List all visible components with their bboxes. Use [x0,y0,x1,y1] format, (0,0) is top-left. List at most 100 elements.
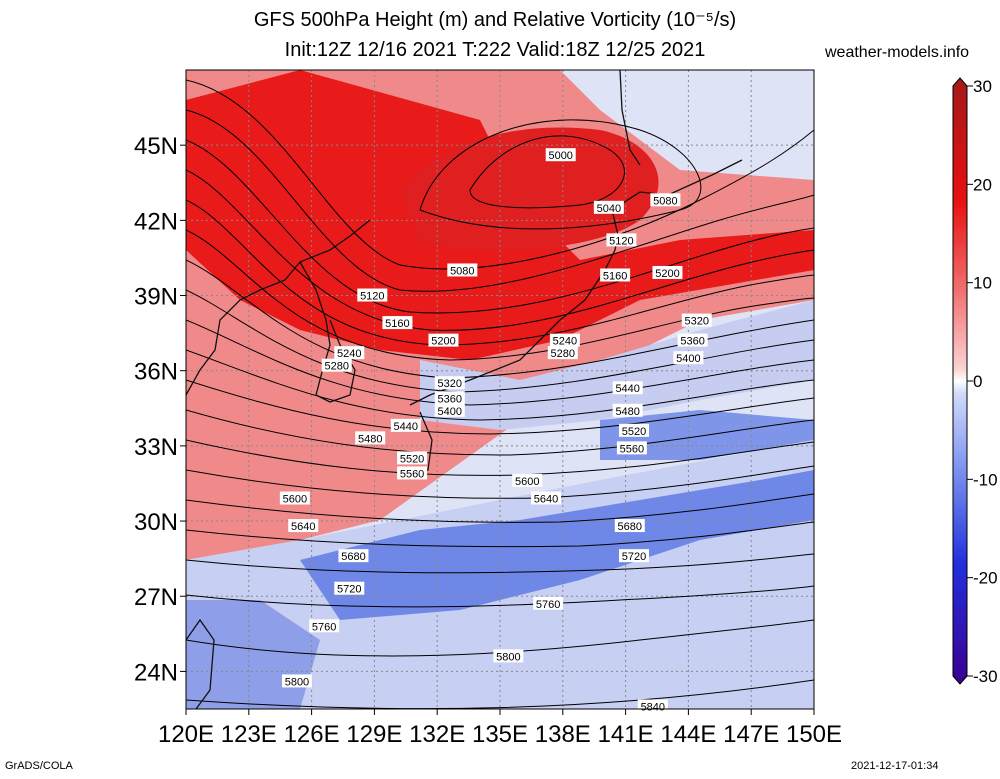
contour-label: 5080 [653,195,677,207]
contour-label: 5720 [622,551,646,563]
contour-label: 5800 [285,676,309,688]
contour-label: 5280 [551,348,575,360]
timestamp: 2021-12-17-01:34 [851,760,939,772]
colorbar-label: 0 [973,372,982,391]
lon-tick-label: 129E [346,721,402,748]
contour-label: 5280 [324,361,348,373]
contour-label: 5040 [597,203,621,215]
contour-5440 [186,349,814,421]
contour-label: 5120 [609,235,633,247]
software-credit: GrADS/COLA [5,760,73,772]
contour-label: 5680 [341,551,365,563]
contour-label-bg [279,491,310,505]
contour-label: 5000 [548,150,572,162]
contour-5080 [186,79,814,270]
colorbar-label: 30 [973,77,992,96]
colorbar-label: -20 [973,569,998,588]
contour-label: 5320 [438,378,462,390]
colorbar-label: 10 [973,274,992,293]
contour-label: 5560 [620,443,644,455]
contour-label: 5480 [358,433,382,445]
contour-label: 5800 [496,651,520,663]
source-credit: weather-models.info [825,44,970,61]
contour-label-bg [600,268,631,282]
contour-label: 5160 [385,318,409,330]
contour-label-bg [650,193,681,207]
contour-label-bg [447,263,478,277]
contour-label: 5600 [283,494,307,506]
contour-label-bg [512,473,543,487]
contour-label-bg [281,674,312,688]
contour-label: 5320 [685,316,709,328]
colorbar-label: 20 [973,175,992,194]
contour-label-bg [618,423,649,437]
contour-label: 5760 [536,599,560,611]
contour-label: 5520 [622,426,646,438]
japan-hokkaido-coast [611,159,743,211]
contour-label: 5760 [312,621,336,633]
contour-label: 5240 [553,336,577,348]
contour-label: 5600 [515,476,539,488]
lat-tick-label: 27N [134,584,178,611]
contour-label-bg [545,148,576,162]
contour-label-bg [434,391,465,405]
contour-label-bg [681,313,712,327]
contour-label-bg [673,351,704,365]
colorbar-label: -10 [973,470,998,489]
contour-label-bg [531,491,562,505]
strong-negative-band [300,470,814,620]
contour-label-bg [493,649,524,663]
contour-label: 5680 [618,521,642,533]
contour-label-bg [334,581,365,595]
contour-label: 5400 [438,406,462,418]
colorbar-label: -30 [973,667,998,686]
contour-label-bg [309,619,340,633]
contour-label-bg [397,451,428,465]
lon-tick-label: 126E [284,721,340,748]
contour-label-bg [618,549,649,563]
sakhalin-coast [619,70,641,166]
chart-subtitle: Init:12Z 12/16 2021 T:222 Valid:18Z 12/2… [284,39,706,61]
contour-label: 5200 [431,336,455,348]
contour-label: 5080 [450,265,474,277]
axis-ticks: 120E 123E 126E 129E 132E 135E 138E 141E 144E 147E… [134,133,842,748]
contour-5400 [186,319,814,406]
contour-5680 [186,521,814,548]
lat-tick-label: 33N [134,434,178,461]
contour-label: 5160 [603,270,627,282]
contour-label: 5360 [680,336,704,348]
contour-label-bg [614,519,645,533]
contour-5120 [186,109,814,292]
contour-label-bg [355,431,386,445]
lon-tick-label: 132E [409,721,465,748]
contour-label: 5480 [615,406,639,418]
contour-label-bg [288,519,319,533]
chart-title: GFS 500hPa Height (m) and Relative Vorti… [253,9,737,31]
lon-tick-label: 144E [660,721,716,748]
contour-label: 5440 [394,421,418,433]
contour-5520 [186,409,814,456]
contour-5840 [186,679,814,709]
lon-tick-label: 147E [723,721,779,748]
contour-5760 [186,585,814,608]
trough-core [400,127,659,251]
contour-5280 [186,229,814,361]
lat-tick-label: 24N [134,659,178,686]
lat-tick-label: 45N [134,133,178,160]
contour-label-bg [606,233,637,247]
neutral-band [420,300,814,430]
taiwan-coast [186,618,215,709]
contour-label: 5440 [615,383,639,395]
contour-label-bg [397,466,428,480]
contour-5040 [419,119,702,230]
contour-label-bg [338,549,369,563]
contour-label-bg [612,403,643,417]
contour-5720 [186,553,814,574]
contour-label: 5640 [291,521,315,533]
contour-label-bg [334,346,365,360]
contour-label-bg [612,381,643,395]
contour-label-bg [434,403,465,417]
contour-label: 5120 [360,291,384,303]
contour-label-bg [549,333,580,347]
